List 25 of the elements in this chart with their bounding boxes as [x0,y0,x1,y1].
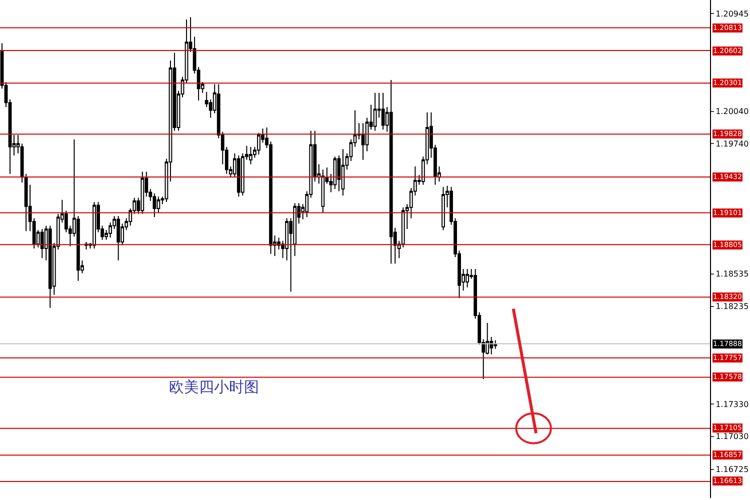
candlestick [257,132,260,155]
y-tick-label: 1.18535 [716,270,749,279]
y-tick-label: 1.17330 [716,400,749,409]
y-tick-label: 1.18235 [716,302,749,312]
candlestick [236,155,240,198]
y-tick-label: 1.16725 [716,465,749,474]
y-tick-label: 1.20040 [716,107,749,116]
candlestick [381,92,385,130]
candlestick [341,148,345,196]
annotation: 欧美四小时图 [169,378,259,396]
y-tick-label: 1.20945 [716,9,749,18]
candlestick [116,216,120,261]
y-tick-label: 1.17030 [716,432,749,442]
candlestick [156,196,160,214]
candlestick [373,92,377,132]
candlestick [466,268,470,288]
candlestick [442,186,445,231]
candlestick [152,192,156,218]
candlestick [389,79,393,264]
candlestick [140,171,144,214]
candlestick [40,228,44,259]
candlestick [92,202,96,249]
y-tick-label: 1.19740 [716,139,749,148]
candlestick [249,146,252,165]
candlestick [48,225,52,308]
